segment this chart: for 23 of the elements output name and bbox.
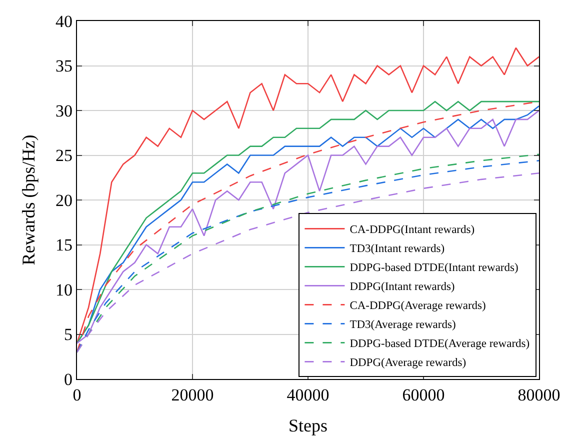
legend-label: DDPG-based DTDE(Intant rewards): [350, 262, 518, 274]
y-tick-label: 10: [56, 280, 72, 300]
y-tick-label: 15: [56, 236, 72, 255]
x-tick-label: 20000: [171, 386, 214, 404]
x-tick-label: 40000: [286, 386, 330, 404]
legend-label: TD3(Intant rewards): [350, 243, 445, 256]
x-tick-label: 60000: [402, 386, 445, 404]
legend-label: DDPG-based DTDE(Average rewards): [350, 338, 530, 350]
y-axis-title: Rewards (bps/Hz): [18, 134, 39, 266]
y-tick-label: 35: [56, 56, 72, 76]
legend-label: DDPG(Intant rewards): [350, 281, 455, 294]
legend-label: TD3(Average rewards): [350, 319, 456, 332]
y-tick-label: 30: [56, 101, 72, 120]
x-tick-label: 80000: [518, 386, 560, 404]
y-tick-label: 0: [64, 370, 72, 389]
x-axis-title: Steps: [288, 416, 328, 436]
legend-label: DDPG(Average rewards): [350, 357, 466, 370]
y-tick-label: 40: [56, 12, 72, 31]
y-tick-label: 20: [56, 190, 72, 210]
y-tick-label: 5: [64, 325, 72, 344]
legend-label: CA-DDPG(Average rewards): [350, 300, 486, 312]
legend-label: CA-DDPG(Intant rewards): [350, 224, 475, 236]
y-tick-label: 25: [56, 146, 72, 166]
